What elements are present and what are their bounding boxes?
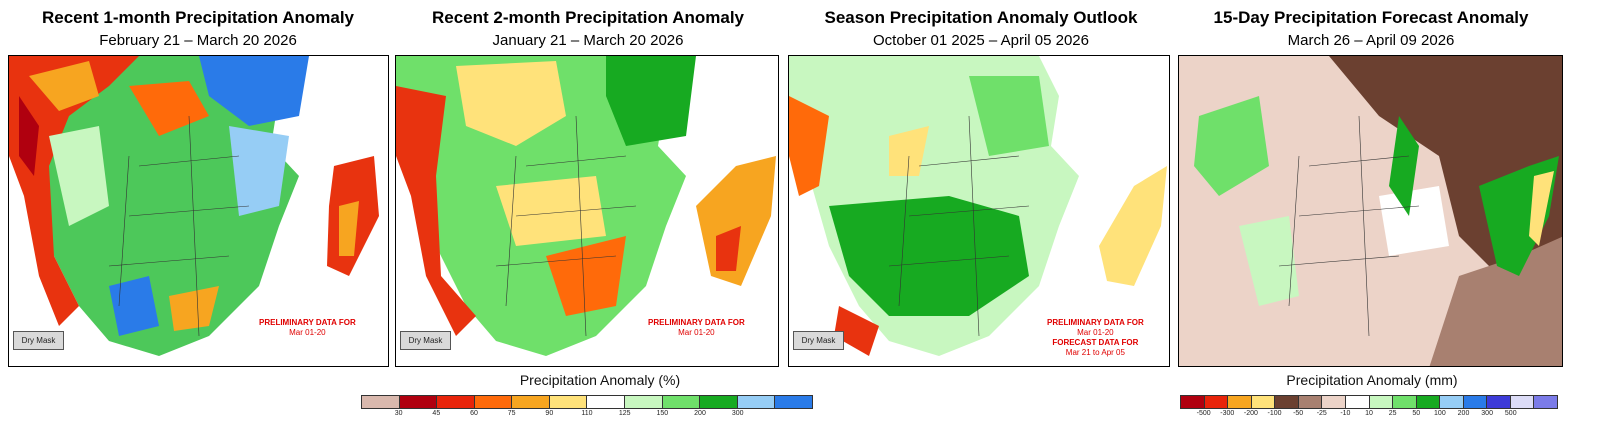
- legend-swatch: [737, 396, 776, 408]
- legend-swatch: [1275, 396, 1299, 408]
- dry-mask-label: Dry Mask: [13, 331, 64, 350]
- legend-tick-label: 125: [618, 410, 631, 417]
- legend-swatch: [1345, 396, 1370, 408]
- map-15day: [1178, 55, 1563, 367]
- forecast-note-title: FORECAST DATA FOR: [1052, 338, 1139, 347]
- africa-map-season: [789, 56, 1169, 366]
- legend-swatch: [1251, 396, 1276, 408]
- preliminary-note-title: PRELIMINARY DATA FOR: [259, 318, 356, 327]
- legend-swatch: [1322, 396, 1346, 408]
- legend-mm-title: Precipitation Anomaly (mm): [1286, 372, 1458, 388]
- dry-mask-label: Dry Mask: [400, 331, 451, 350]
- africa-map-1month: [9, 56, 388, 366]
- legend-percent-colorbar: [361, 395, 813, 409]
- forecast-note-dates: Mar 21 to Apr 05: [1065, 348, 1125, 357]
- legend-tick-label: 150: [656, 410, 669, 417]
- legend-tick-label: 300: [731, 410, 744, 417]
- legend-swatch: [1393, 396, 1417, 408]
- legend-tick-label: -500: [1196, 410, 1211, 417]
- legend-tick-label: 45: [432, 410, 441, 417]
- panel-date-range: March 26 – April 09 2026: [1287, 32, 1455, 49]
- legend-tick-label: -300: [1220, 410, 1235, 417]
- legend-tick-label: 75: [507, 410, 516, 417]
- preliminary-note: PRELIMINARY DATA FOR Mar 01-20: [648, 318, 745, 338]
- legend-swatch: [1510, 396, 1535, 408]
- preliminary-note-dates: Mar 01-20: [1077, 328, 1114, 337]
- legend-swatch: [1298, 396, 1323, 408]
- preliminary-note-dates: Mar 01-20: [678, 328, 715, 337]
- legend-tick-label: 50: [1412, 410, 1421, 417]
- legend-swatch: [437, 396, 475, 408]
- legend-tick-label: 100: [1434, 410, 1446, 417]
- panel-date-range: October 01 2025 – April 05 2026: [873, 32, 1089, 49]
- map-season: Dry Mask PRELIMINARY DATA FOR Mar 01-20 …: [788, 55, 1170, 367]
- preliminary-note: PRELIMINARY DATA FOR Mar 01-20: [259, 318, 356, 338]
- legend-tick-label: 30: [394, 410, 403, 417]
- legend-swatch: [1369, 396, 1394, 408]
- legend-tick-label: 90: [545, 410, 554, 417]
- legend-swatch: [399, 396, 438, 408]
- africa-map-2month: [396, 56, 778, 366]
- preliminary-note-title: PRELIMINARY DATA FOR: [1047, 318, 1144, 327]
- legend-tick-label: 110: [581, 410, 593, 417]
- legend-swatch: [587, 396, 626, 408]
- legend-tick-label: 200: [694, 410, 706, 417]
- legend-swatch: [1228, 396, 1252, 408]
- panel-title: Recent 1-month Precipitation Anomaly: [41, 8, 355, 27]
- legend-percent-title: Precipitation Anomaly (%): [519, 372, 681, 388]
- panel-title: Season Precipitation Anomaly Outlook: [824, 8, 1138, 27]
- legend-swatch: [474, 396, 513, 408]
- legend-mm-ticks: -500 -300 -200 -100 -50 -25 -10 10 25 50 100 200 300…: [1180, 410, 1558, 420]
- legend-mm-colorbar: [1180, 395, 1558, 409]
- legend-swatch: [549, 396, 588, 408]
- panel-date-range: February 21 – March 20 2026: [99, 32, 297, 49]
- legend-swatch: [1181, 396, 1205, 408]
- dry-mask-label: Dry Mask: [793, 331, 844, 350]
- legend-swatch: [775, 396, 812, 408]
- panel-date-range: January 21 – March 20 2026: [492, 32, 684, 49]
- panel-title: Recent 2-month Precipitation Anomaly: [431, 8, 745, 27]
- legend-tick-label: -10: [1340, 410, 1351, 417]
- legend-tick-label: 10: [1365, 410, 1373, 417]
- map-2month: Dry Mask PRELIMINARY DATA FOR Mar 01-20: [395, 55, 779, 367]
- legend-swatch: [1440, 396, 1464, 408]
- legend-swatch: [1534, 396, 1557, 408]
- legend-tick-label: -25: [1316, 410, 1327, 417]
- legend-swatch: [1487, 396, 1511, 408]
- legend-tick-label: 500: [1504, 410, 1517, 417]
- legend-tick-label: 300: [1481, 410, 1493, 417]
- legend-swatch: [1463, 396, 1488, 408]
- legend-tick-label: 60: [470, 410, 478, 417]
- africa-map-15day: [1179, 56, 1562, 366]
- preliminary-note-dates: Mar 01-20: [289, 328, 326, 337]
- map-1month: Dry Mask PRELIMINARY DATA FOR Mar 01-20: [8, 55, 389, 367]
- legend-tick-label: 25: [1388, 410, 1397, 417]
- legend-swatch: [512, 396, 550, 408]
- legend-swatch: [1416, 396, 1441, 408]
- legend-swatch: [700, 396, 738, 408]
- legend-tick-label: -50: [1293, 410, 1304, 417]
- panel-title: 15-Day Precipitation Forecast Anomaly: [1213, 8, 1529, 27]
- preliminary-note-title: PRELIMINARY DATA FOR: [648, 318, 745, 327]
- legend-swatch: [625, 396, 663, 408]
- legend-tick-label: -100: [1267, 410, 1282, 417]
- legend-tick-label: -200: [1243, 410, 1258, 417]
- legend-swatch: [1204, 396, 1229, 408]
- legend-swatch: [662, 396, 701, 408]
- preliminary-note: PRELIMINARY DATA FOR Mar 01-20 FORECAST …: [1047, 318, 1144, 358]
- legend-swatch: [362, 396, 400, 408]
- legend-tick-label: 200: [1457, 410, 1470, 417]
- legend-percent-ticks: 30 45 60 75 90 110 125 150 200 300: [361, 410, 813, 420]
